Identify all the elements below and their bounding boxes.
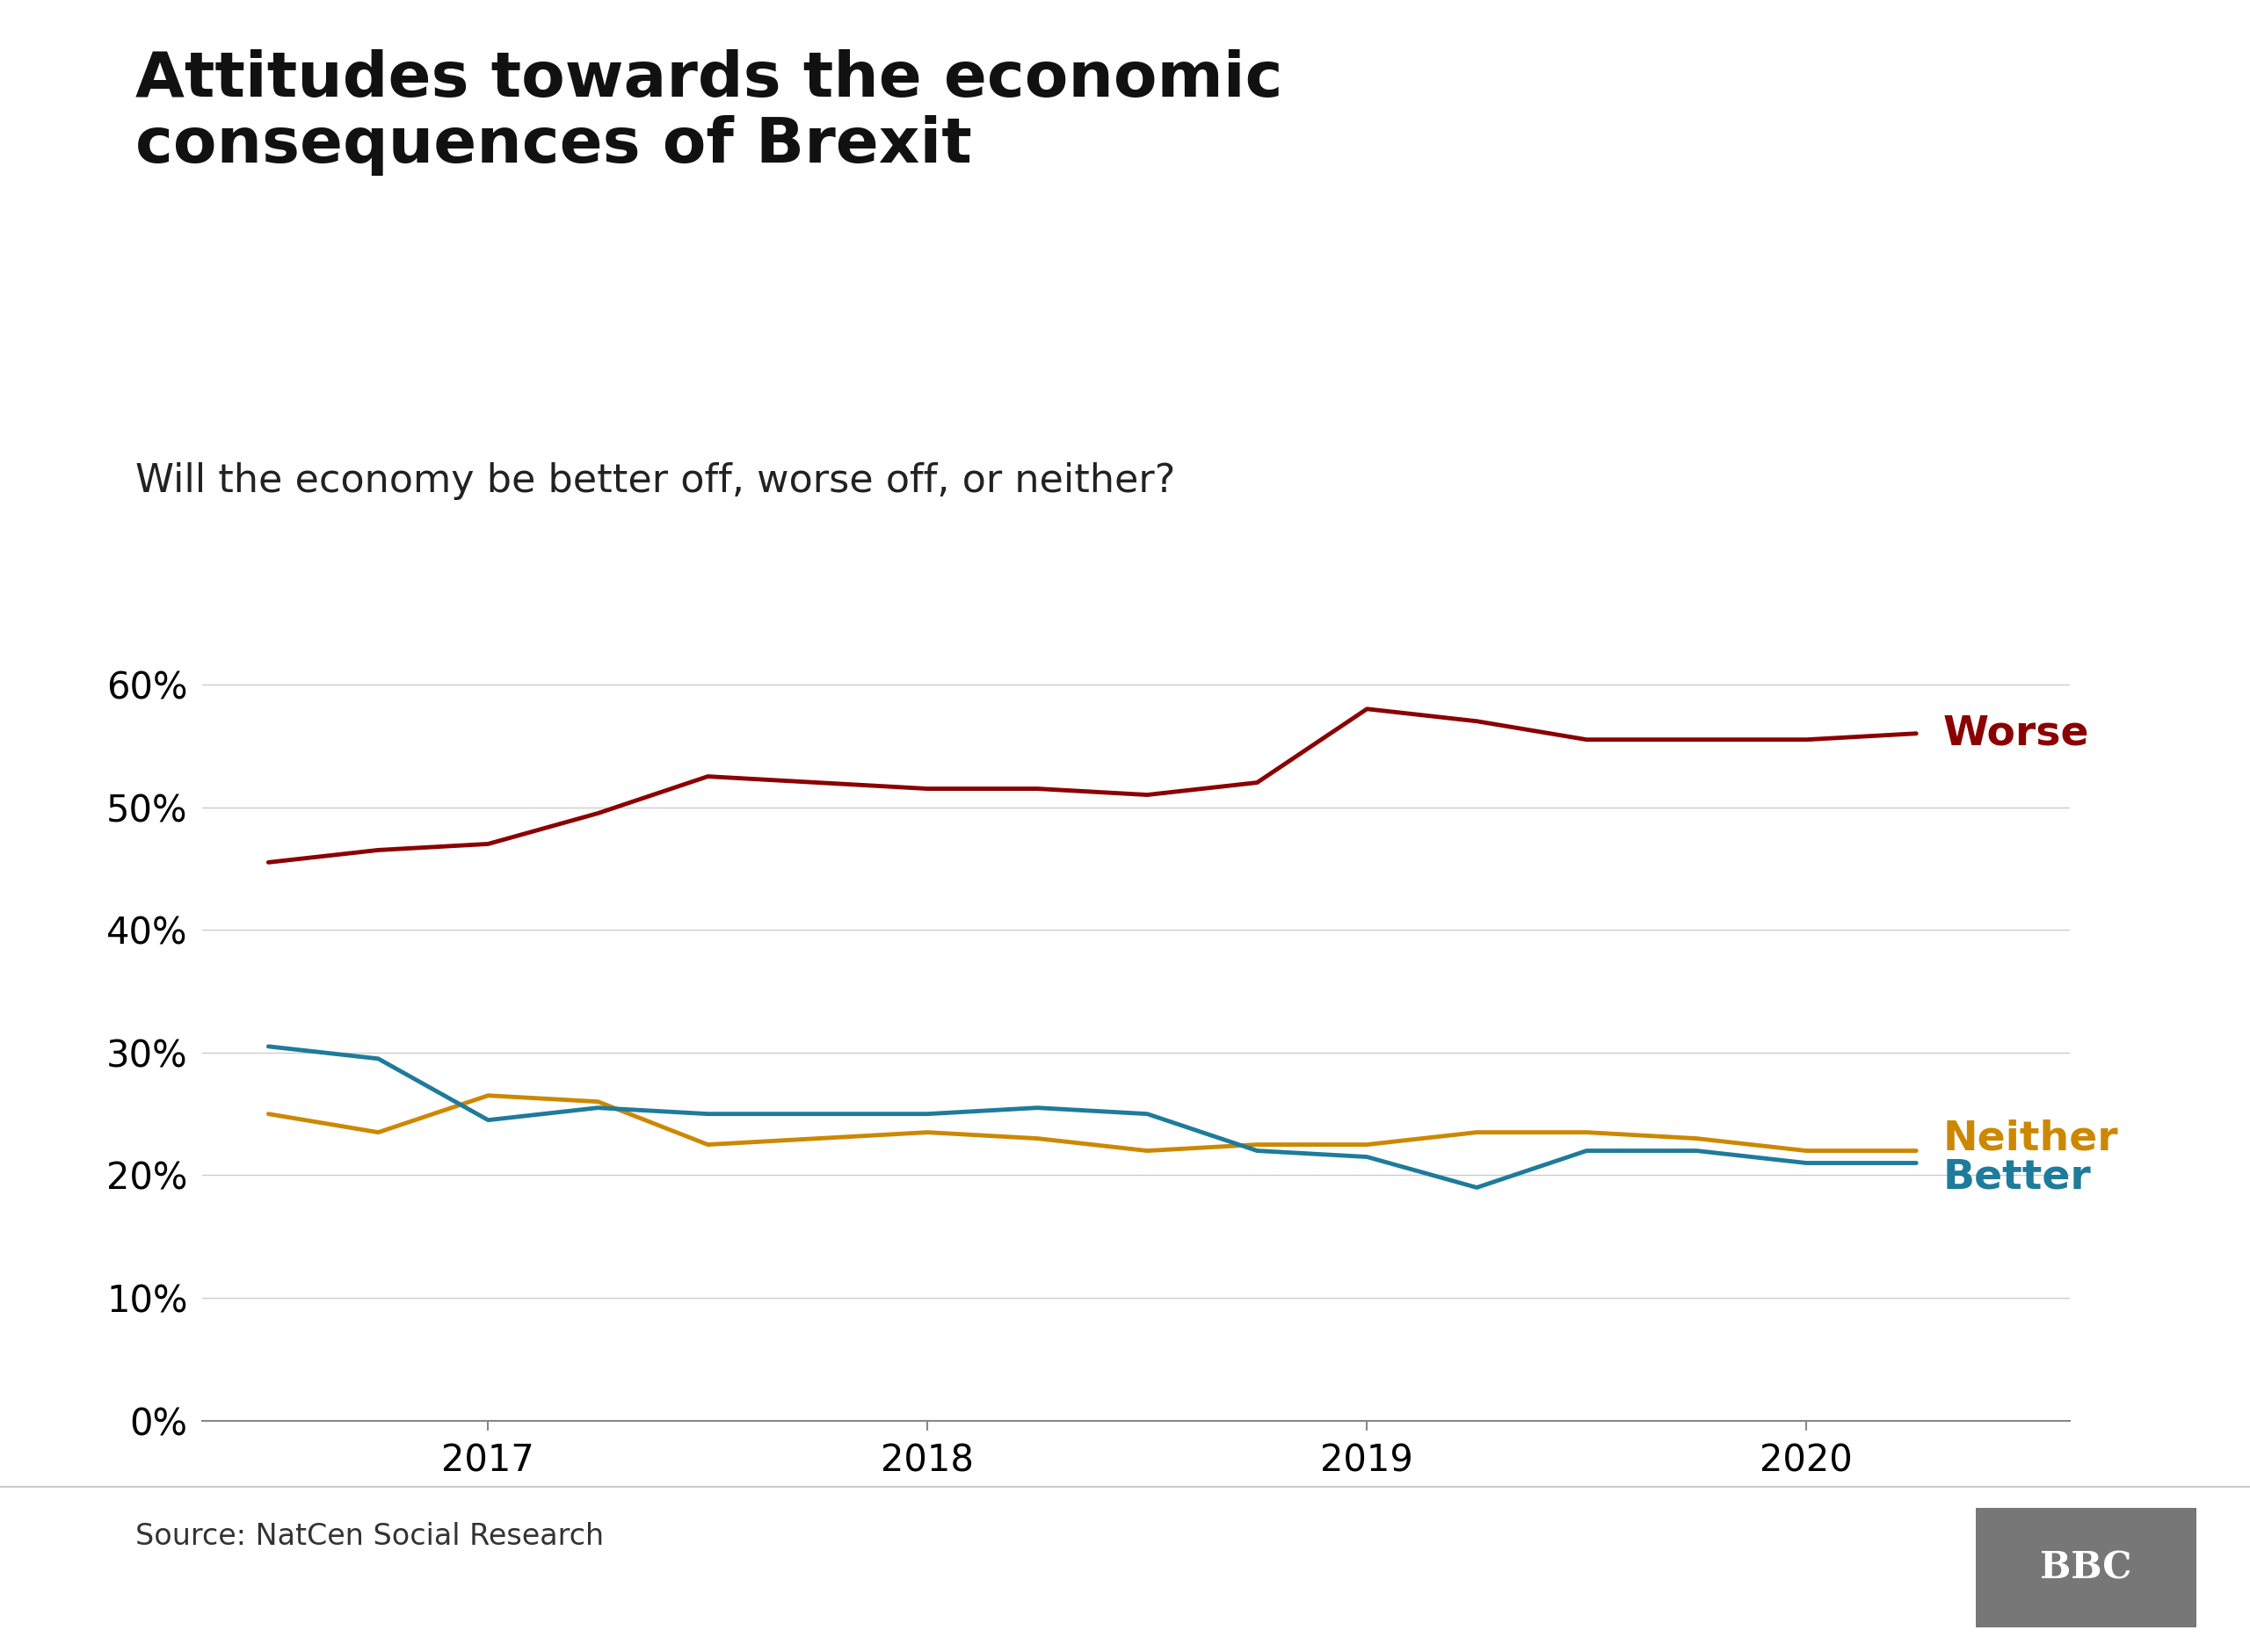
Text: Neither: Neither: [1942, 1118, 2117, 1158]
Text: Attitudes towards the economic
consequences of Brexit: Attitudes towards the economic consequen…: [135, 50, 1282, 175]
Text: Better: Better: [1942, 1158, 2090, 1198]
Text: Source: NatCen Social Research: Source: NatCen Social Research: [135, 1521, 603, 1551]
Text: Worse: Worse: [1942, 714, 2088, 753]
Text: Will the economy be better off, worse off, or neither?: Will the economy be better off, worse of…: [135, 463, 1174, 501]
Text: BBC: BBC: [2041, 1550, 2131, 1586]
